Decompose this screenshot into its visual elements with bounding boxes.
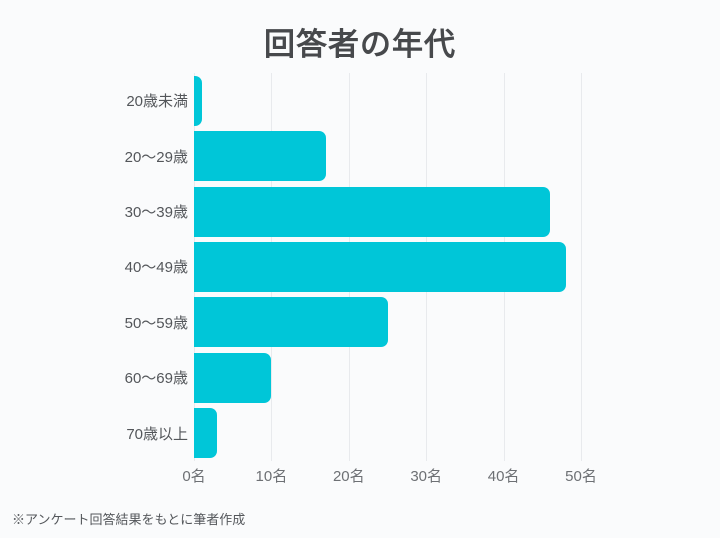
chart-row: 60〜69歳	[0, 350, 720, 405]
bar	[194, 75, 202, 126]
bar-track	[194, 295, 581, 350]
gridline	[581, 73, 582, 461]
bar-track	[194, 184, 581, 239]
chart-row: 50〜59歳	[0, 295, 720, 350]
bar	[194, 241, 566, 292]
plot-area: 20歳未満 20〜29歳 30〜39歳 40〜49歳 50〜59歳 60〜69歳 70歳以上	[0, 73, 720, 461]
bar-track	[194, 239, 581, 294]
source-note: ※アンケート回答結果をもとに筆者作成	[12, 512, 246, 527]
category-label: 20〜29歳	[124, 148, 188, 166]
bar	[194, 297, 388, 348]
chart-row: 20歳未満	[0, 73, 720, 128]
x-tick-label: 20名	[332, 468, 365, 485]
chart-row: 70歳以上	[0, 406, 720, 461]
bar-track	[194, 73, 581, 128]
bar-track	[194, 406, 581, 461]
x-tick-label: 50名	[565, 468, 597, 485]
bar-track	[194, 350, 581, 405]
x-tick-label: 0名	[182, 468, 206, 485]
chart-title: 回答者の年代	[264, 27, 456, 62]
category-label: 40〜49歳	[124, 259, 188, 277]
x-axis: 0名 10名 20名 30名 40名 50名	[182, 461, 597, 487]
chart-row: 30〜39歳	[0, 184, 720, 239]
chart-row: 20〜29歳	[0, 128, 720, 183]
bar-chart: 20歳未満 20〜29歳 30〜39歳 40〜49歳 50〜59歳 60〜69歳 70歳以上…	[0, 73, 720, 487]
category-label: 50〜59歳	[124, 314, 188, 332]
chart-row: 40〜49歳	[0, 239, 720, 294]
x-tick-label: 40名	[487, 468, 520, 485]
bar	[194, 131, 326, 182]
category-label: 20歳未満	[126, 93, 188, 111]
category-label: 70歳以上	[126, 425, 188, 443]
x-tick-label: 30名	[410, 468, 443, 485]
category-label: 30〜39歳	[124, 204, 188, 222]
x-tick-label: 10名	[255, 468, 288, 485]
bar	[194, 352, 272, 403]
rows-layer: 20歳未満 20〜29歳 30〜39歳 40〜49歳 50〜59歳 60〜69歳 70歳以上	[0, 73, 720, 461]
bar	[194, 186, 551, 237]
bar-track	[194, 128, 581, 183]
bar	[194, 408, 218, 459]
category-label: 60〜69歳	[124, 370, 188, 388]
